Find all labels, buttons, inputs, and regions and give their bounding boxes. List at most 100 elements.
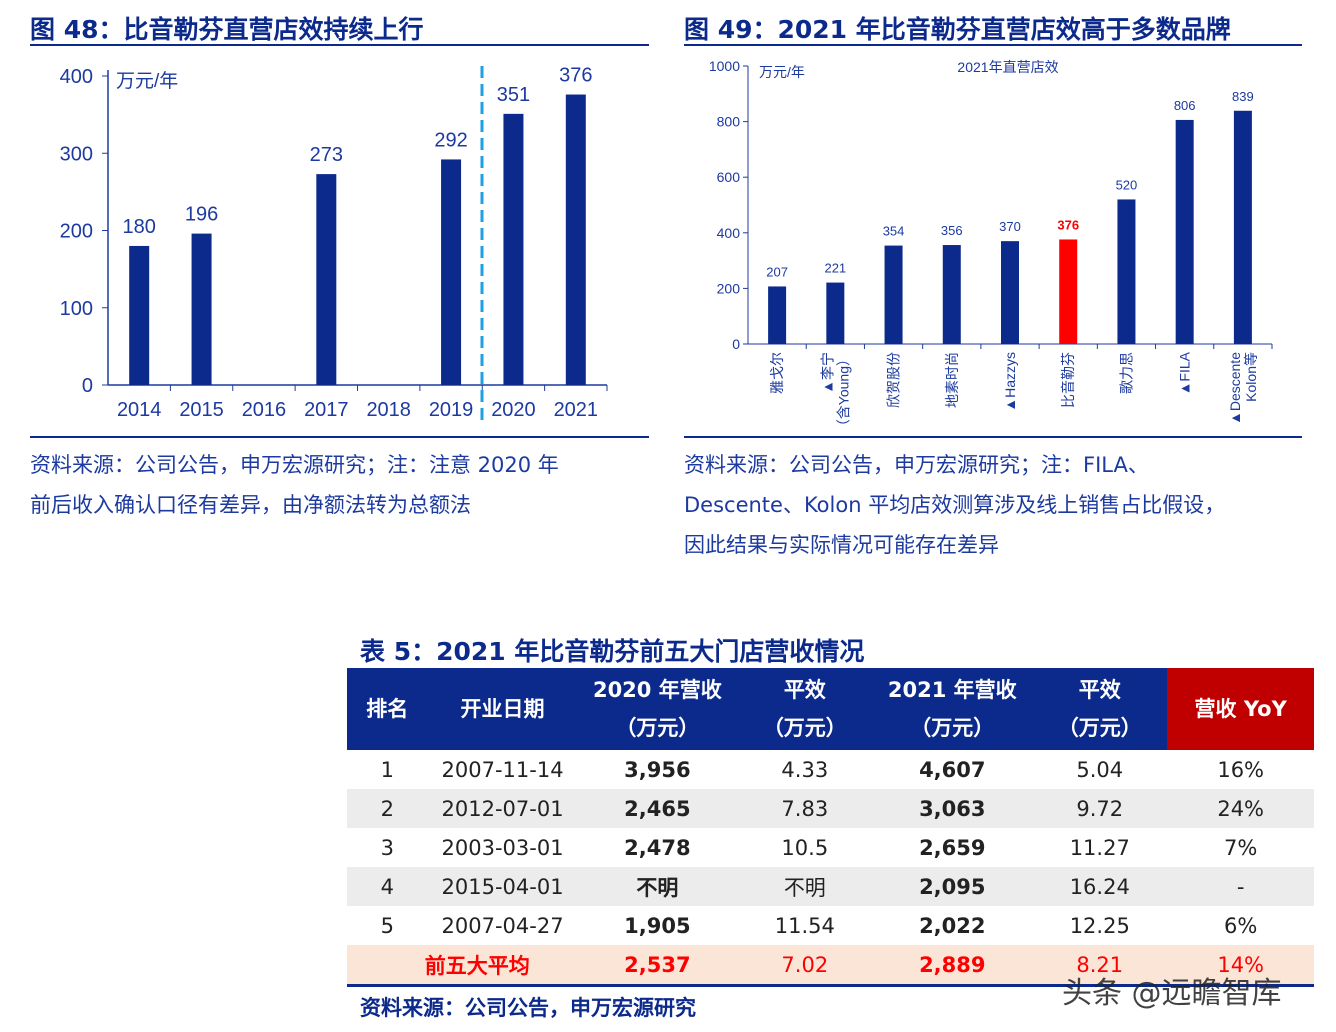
table-row: 1 2007-11-14 3,956 4.33 4,607 5.04 16% (347, 750, 1314, 789)
chart-fig49: 0 200 400 600 800 1000 万元/年 2021年直营店效 207 雅戈尔 221 ▲… (709, 58, 1273, 430)
y-tick-label: 0 (82, 375, 93, 397)
table-cell: 9.72 (1032, 789, 1168, 828)
table-cell: 10.5 (781, 835, 829, 860)
table-cell: 不明 (577, 867, 738, 906)
store-revenue-table: 排名 开业日期 2020 年营收 （万元） 平效 （万元） 2021 年营收 （万元） 平效 （万… (347, 668, 1314, 984)
column-header-text: 平效 (783, 678, 826, 702)
x-tick-label: 2021 (554, 399, 599, 421)
column-header-text: 营收 YoY (1194, 697, 1287, 721)
column-header-text: （万元） (1057, 716, 1142, 740)
table-cell: 24% (1167, 789, 1314, 828)
bar (884, 245, 903, 344)
table-cell: 3,956 (624, 757, 691, 782)
data-label: 292 (434, 129, 467, 151)
bar (503, 113, 524, 385)
table-cell: 16.24 (1032, 867, 1168, 906)
y-unit-label: 万元/年 (759, 64, 805, 80)
table-cell: 16% (1217, 757, 1265, 782)
divider (347, 984, 1314, 987)
table-row: 2 2012-07-01 2,465 7.83 3,063 9.72 24% (347, 789, 1314, 828)
x-tick-label: ▲Hazzys (1002, 352, 1018, 412)
x-tick-label: 2020 (491, 399, 536, 421)
column-header-text: 2021 年营收 (887, 678, 1017, 702)
fig49-note-line2: Descente、Kolon 平均店效测算涉及线上销售占比假设， (684, 493, 1226, 517)
column-header-text: 平效 (1078, 678, 1121, 702)
column-header: 2021 年营收 （万元） (872, 668, 1033, 750)
divider (30, 44, 649, 46)
table-cell: 2,465 (577, 789, 738, 828)
table-cell: 2007-11-14 (441, 757, 564, 782)
fig49-title: 图 49：2021 年比音勒芬直营店效高于多数品牌 (684, 15, 1231, 44)
fig49-note-line3: 因此结果与实际情况可能存在差异 (684, 533, 999, 557)
bar (768, 286, 787, 344)
x-tick-label: 2017 (304, 399, 349, 421)
table-cell: 2,537 (577, 945, 738, 984)
data-label: 207 (766, 264, 788, 279)
bar (565, 94, 586, 385)
y-tick-label: 600 (717, 169, 741, 185)
bar (1175, 119, 1194, 344)
y-tick-label: 200 (717, 280, 741, 296)
table-cell: 11.54 (774, 913, 835, 938)
x-tick-label: ▲FILA (1177, 351, 1193, 395)
data-label: 351 (497, 84, 530, 106)
table-cell: 2007-04-27 (441, 913, 564, 938)
column-header: 排名 (347, 668, 428, 750)
data-label: 273 (310, 144, 343, 166)
bar (826, 282, 845, 344)
table-cell: 4.33 (781, 757, 829, 782)
table-cell: - (1167, 867, 1314, 906)
divider (684, 436, 1302, 438)
x-tick-label: 比音勒芬 (1060, 352, 1076, 408)
watermark: 头条 @远瞻智库 (1062, 976, 1282, 1011)
bar (191, 233, 212, 385)
table-cell: 2015-04-01 (427, 867, 578, 906)
column-header-text: （万元） (762, 716, 847, 740)
table-row: 3 2003-03-01 2,478 10.5 2,659 11.27 7% (347, 828, 1314, 867)
data-label: 370 (999, 219, 1021, 234)
y-tick-label: 300 (60, 143, 93, 165)
y-tick-label: 400 (717, 225, 741, 241)
table-cell: 2,022 (919, 913, 986, 938)
column-header-text: （万元） (910, 716, 995, 740)
column-header: 开业日期 (427, 668, 578, 750)
y-tick-label: 800 (717, 114, 741, 130)
chart-subtitle: 2021年直营店效 (957, 59, 1058, 75)
column-header-text: 排名 (366, 697, 409, 721)
data-label: 520 (1116, 177, 1138, 192)
table-cell: 12.25 (1069, 913, 1130, 938)
table-cell: 1 (380, 757, 394, 782)
table-cell: 4,607 (919, 757, 986, 782)
column-header: 平效 （万元） (1032, 668, 1168, 750)
table-cell: 2003-03-01 (441, 835, 564, 860)
x-tick-label: 2019 (429, 399, 474, 421)
data-label: 354 (883, 224, 905, 239)
x-tick-label: （含Young） (835, 352, 851, 430)
fig48-title: 图 48：比音勒芬直营店效持续上行 (30, 15, 424, 44)
x-tick-label: 2015 (179, 399, 224, 421)
table-source: 资料来源：公司公告，申万宏源研究 (360, 996, 696, 1020)
table-cell: 2,889 (872, 945, 1033, 984)
bar (1233, 110, 1252, 345)
x-tick-label: 2018 (366, 399, 411, 421)
bar (1001, 241, 1019, 344)
table-cell: 7% (1224, 835, 1258, 860)
table-row-average: 前五大平均 2,537 7.02 2,889 8.21 14% (347, 945, 1314, 984)
table-cell: 前五大平均 (347, 945, 578, 984)
divider (30, 436, 649, 438)
column-header-text: 开业日期 (460, 697, 545, 721)
column-header: 2020 年营收 （万元） (577, 668, 738, 750)
y-tick-label: 100 (60, 298, 93, 320)
bar (441, 159, 462, 385)
chart-fig48: 0 100 200 300 400 万元/年 2014 180 2015 196 2016 2017 2… (60, 65, 608, 422)
table-cell: 2,095 (872, 867, 1033, 906)
table-title: 表 5：2021 年比音勒芬前五大门店营收情况 (360, 637, 865, 666)
table-row: 5 2007-04-27 1,905 11.54 2,022 12.25 6% (347, 906, 1314, 945)
table-cell: 1,905 (624, 913, 691, 938)
data-label: 806 (1174, 98, 1196, 113)
data-label: 376 (1057, 217, 1079, 232)
y-unit-label: 万元/年 (116, 70, 178, 92)
x-tick-label: Kolon等 (1243, 352, 1259, 402)
fig48-note-line2: 前后收入确认口径有差异，由净额法转为总额法 (30, 493, 471, 517)
table-row: 4 2015-04-01 不明 不明 2,095 16.24- (347, 867, 1314, 906)
